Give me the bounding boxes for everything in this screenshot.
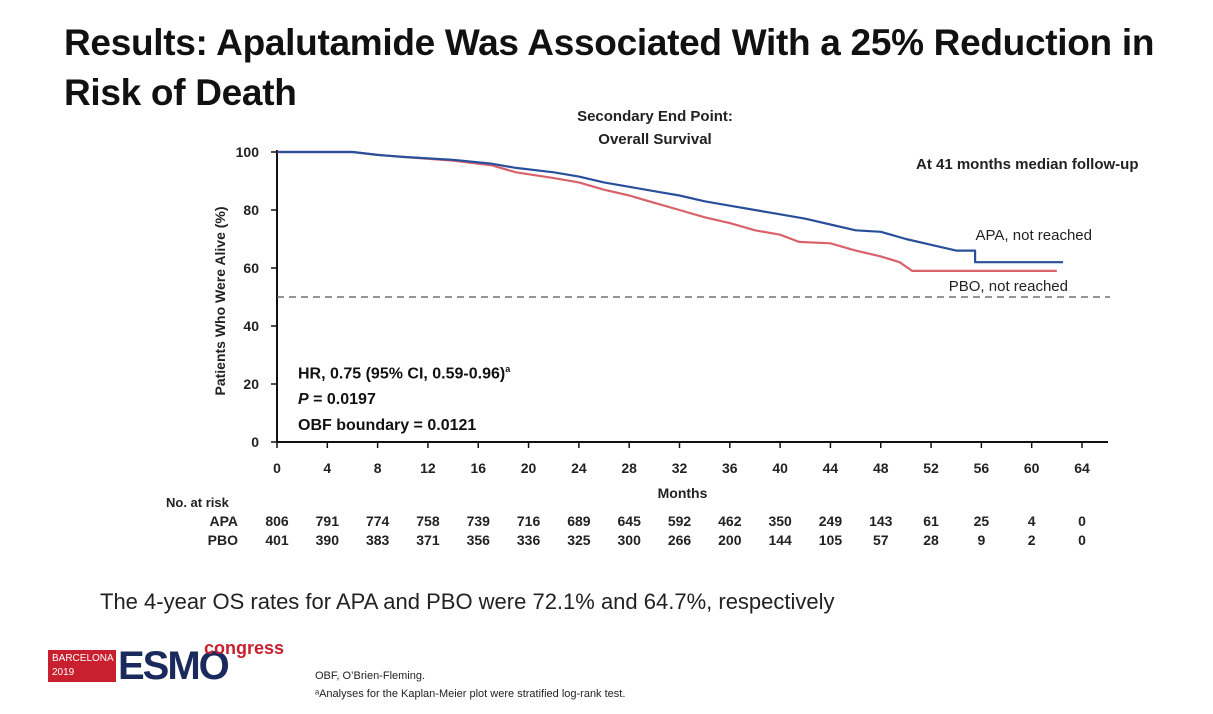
logo-suffix: congress	[204, 638, 285, 658]
risk-value: 336	[517, 532, 541, 548]
risk-value: 200	[718, 532, 742, 548]
series-line-pbo	[277, 150, 1057, 272]
y-tick-label: 100	[236, 144, 260, 160]
risk-value: 356	[467, 532, 491, 548]
chart-subtitle-line-2: Overall Survival	[598, 131, 712, 148]
x-tick-label: 16	[470, 460, 486, 476]
risk-value: 266	[668, 532, 692, 548]
x-tick-label: 60	[1024, 460, 1040, 476]
x-tick-label: 52	[923, 460, 939, 476]
x-tick-label: 20	[521, 460, 537, 476]
y-tick-label: 80	[243, 202, 259, 218]
risk-value: 0	[1078, 532, 1086, 548]
series-label-apa: APA, not reached	[976, 227, 1092, 244]
risk-value: 758	[416, 513, 440, 529]
risk-value: 716	[517, 513, 541, 529]
p-value: = 0.0197	[308, 391, 376, 409]
x-tick-label: 0	[273, 460, 281, 476]
series-line-apa	[277, 150, 1064, 264]
risk-value: 25	[974, 513, 990, 529]
risk-value: 739	[467, 513, 491, 529]
footnote-obf: OBF, O’Brien-Fleming.	[315, 670, 426, 682]
x-tick-label: 36	[722, 460, 738, 476]
slide-title: Results: Apalutamide Was Associated With…	[64, 22, 1155, 113]
hazard-ratio-block: HR, 0.75 (95% CI, 0.59-0.96)a P = 0.0197…	[298, 356, 510, 439]
obf-boundary: OBF boundary = 0.0121	[298, 417, 477, 435]
series-label-pbo: PBO, not reached	[949, 278, 1068, 295]
risk-value: 2	[1028, 532, 1036, 548]
risk-value: 592	[668, 513, 692, 529]
x-tick-label: 44	[823, 460, 839, 476]
p-label: P	[298, 391, 309, 409]
logo-city-block: BARCELONA 2019	[48, 650, 116, 682]
y-tick-label: 0	[251, 434, 259, 450]
risk-row-label: APA	[209, 513, 238, 529]
risk-value: 371	[416, 532, 440, 548]
risk-value: 390	[316, 532, 340, 548]
y-tick-label: 20	[243, 376, 259, 392]
risk-value: 401	[265, 532, 289, 548]
risk-value: 57	[873, 532, 889, 548]
risk-value: 300	[618, 532, 642, 548]
x-tick-label: 64	[1074, 460, 1090, 476]
x-tick-label: 4	[323, 460, 331, 476]
x-tick-label: 48	[873, 460, 889, 476]
chart-subtitle-line-1: Secondary End Point:	[577, 108, 733, 125]
y-tick-label: 40	[243, 318, 259, 334]
risk-row-label: PBO	[208, 532, 238, 548]
x-axis-label: Months	[658, 485, 708, 501]
risk-value: 28	[923, 532, 939, 548]
risk-value: 0	[1078, 513, 1086, 529]
x-tick-label: 32	[672, 460, 688, 476]
y-axis-label: Patients Who Were Alive (%)	[212, 206, 228, 395]
logo-brand: ESMO	[118, 644, 230, 688]
x-tick-label: 40	[772, 460, 788, 476]
risk-value: 462	[718, 513, 742, 529]
risk-value: 383	[366, 532, 390, 548]
logo-year: 2019	[52, 667, 75, 678]
x-tick-label: 8	[374, 460, 382, 476]
risk-value: 806	[265, 513, 289, 529]
x-tick-label: 12	[420, 460, 436, 476]
footnotes: OBF, O’Brien-Fleming. ᵃAnalyses for the …	[315, 667, 625, 703]
hr-text: HR, 0.75 (95% CI, 0.59-0.96)	[298, 365, 506, 383]
hr-footnote-marker: a	[505, 364, 511, 374]
risk-value: 105	[819, 532, 843, 548]
x-tick-label: 28	[621, 460, 637, 476]
risk-value: 143	[869, 513, 893, 529]
risk-value: 350	[768, 513, 792, 529]
risk-value: 9	[977, 532, 985, 548]
esmo-logo: BARCELONA 2019 ESMO congress	[48, 638, 288, 688]
x-tick-label: 24	[571, 460, 587, 476]
risk-value: 325	[567, 532, 591, 548]
followup-note: At 41 months median follow-up	[916, 156, 1139, 173]
y-tick-label: 60	[243, 260, 259, 276]
risk-table-header: No. at risk	[166, 495, 229, 510]
risk-value: 791	[316, 513, 340, 529]
risk-value: 249	[819, 513, 843, 529]
os-summary: The 4-year OS rates for APA and PBO were…	[100, 589, 835, 614]
risk-value: 774	[366, 513, 390, 529]
risk-value: 645	[618, 513, 642, 529]
footnote-analysis: ᵃAnalyses for the Kaplan-Meier plot were…	[315, 688, 626, 700]
x-tick-label: 56	[974, 460, 990, 476]
logo-city: BARCELONA	[52, 653, 114, 664]
risk-value: 61	[923, 513, 939, 529]
risk-value: 689	[567, 513, 591, 529]
risk-value: 4	[1028, 513, 1036, 529]
risk-value: 144	[768, 532, 792, 548]
chart-subtitle: Secondary End Point: Overall Survival	[530, 105, 780, 151]
